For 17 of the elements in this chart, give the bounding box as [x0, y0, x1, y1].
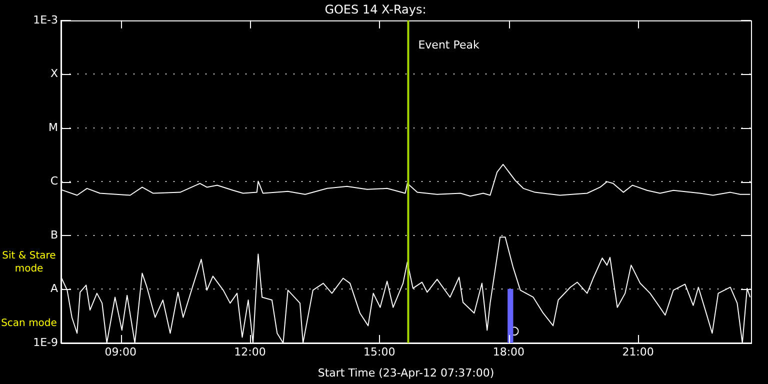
x-tick-label: 15:00 — [363, 345, 396, 358]
y-tick-label: C — [50, 174, 58, 188]
y-tick-label: X — [50, 67, 58, 80]
y-tick-label: B — [50, 228, 58, 242]
ref-line-label: Event Peak — [418, 38, 480, 52]
y-tick-label: 1E-9 — [33, 336, 58, 349]
y-tick-label: 1E-3 — [33, 13, 58, 26]
x-tick-label: 09:00 — [104, 345, 136, 358]
y-tick-label: A — [50, 282, 58, 296]
text: Scan mode — [1, 318, 57, 330]
x-tick-label: 18:00 — [492, 345, 525, 358]
x-tick-label: 21:00 — [622, 345, 654, 358]
chart-title: GOES 14 X-Rays: — [324, 2, 426, 16]
x-tick-label: 12:00 — [234, 345, 266, 358]
text: Sit & Stare mode — [2, 250, 56, 274]
y-tick-label: M — [48, 120, 58, 134]
x-axis-title: Start Time (23-Apr-12 07:37:00) — [318, 366, 494, 380]
